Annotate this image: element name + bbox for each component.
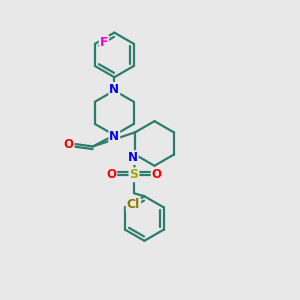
Text: N: N xyxy=(128,151,138,164)
Text: O: O xyxy=(152,168,162,181)
Text: F: F xyxy=(100,36,108,49)
Text: N: N xyxy=(109,83,119,96)
Text: N: N xyxy=(109,130,119,143)
Text: S: S xyxy=(130,168,139,181)
Text: Cl: Cl xyxy=(127,199,140,212)
Text: O: O xyxy=(64,138,74,151)
Text: O: O xyxy=(106,168,116,181)
